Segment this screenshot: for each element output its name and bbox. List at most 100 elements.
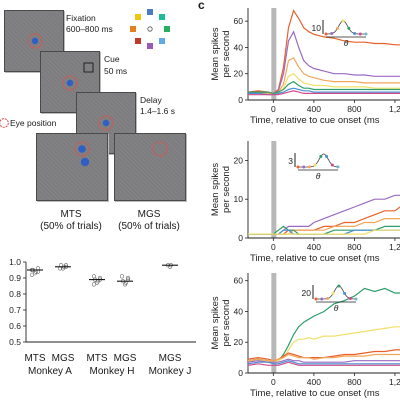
cue-color-palette bbox=[130, 9, 170, 49]
scale-label: 20 bbox=[302, 288, 312, 298]
y-tick-label: 0.8 bbox=[9, 289, 21, 299]
subject-point bbox=[91, 274, 97, 279]
tuning-point bbox=[358, 32, 362, 36]
firing-rate-trace bbox=[247, 353, 400, 362]
x-tick-label: 800 bbox=[347, 104, 361, 114]
tuning-point bbox=[364, 32, 368, 36]
tuning-point bbox=[307, 165, 311, 169]
firing-rate-trace bbox=[248, 194, 400, 235]
mts-subtitle: (50% of trials) bbox=[40, 221, 102, 232]
x-axis-label: Time, relative to cue onset (ms bbox=[250, 388, 380, 399]
tuning-point bbox=[313, 163, 317, 167]
tuning-point bbox=[335, 26, 339, 30]
cue-square bbox=[83, 62, 94, 73]
y-tick-label: 0.5 bbox=[9, 337, 21, 347]
palette-center bbox=[147, 26, 153, 32]
firing-rate-trace bbox=[247, 30, 400, 94]
eye-position-ring bbox=[152, 141, 168, 157]
tuning-point bbox=[320, 297, 324, 301]
theta-label: θ bbox=[316, 171, 321, 181]
tuning-curve bbox=[326, 20, 366, 35]
subject-point bbox=[125, 275, 131, 281]
mgs-screen bbox=[114, 133, 186, 201]
mgs-subtitle: (50% of trials) bbox=[118, 221, 180, 232]
tuning-point bbox=[324, 32, 328, 36]
eye-position-ring bbox=[98, 115, 114, 131]
cue-title: Cue bbox=[104, 54, 120, 64]
tuning-curve-inset: 20 θ bbox=[302, 284, 358, 313]
tuning-point bbox=[325, 297, 329, 301]
y-tick-label: 1.0 bbox=[9, 257, 21, 267]
match-target bbox=[78, 145, 86, 153]
x-tick-label: 0 bbox=[271, 242, 276, 252]
y-tick-label: 40 bbox=[234, 306, 244, 316]
x-tick-label: 400 bbox=[307, 104, 321, 114]
scale-label: 10 bbox=[312, 23, 322, 33]
tuning-curve-inset: 3θ bbox=[288, 153, 340, 181]
eye-position-ring bbox=[27, 33, 43, 49]
y-tick-label: 0 bbox=[238, 233, 243, 243]
scale-label: 3 bbox=[288, 156, 293, 166]
firing-rate-trace bbox=[247, 360, 400, 365]
eye-position-legend-label: Eye position bbox=[10, 118, 57, 128]
y-tick-label: 20 bbox=[234, 337, 244, 347]
y-tick-label: 0.6 bbox=[9, 321, 21, 331]
y-tick-label: 0.9 bbox=[9, 273, 21, 283]
panel-label-c: c bbox=[198, 0, 205, 12]
x-axis-label: Time, relative to cue onset (ms bbox=[250, 115, 380, 125]
trace-panel-3: 0 20 40 60 0 400 800 1,2 Time, relative to cue o… bbox=[210, 273, 400, 399]
tuning-point bbox=[302, 165, 306, 169]
fixation-screen bbox=[4, 10, 64, 72]
y-tick-label: 40 bbox=[234, 42, 244, 52]
x-tick-label: 0 bbox=[271, 104, 276, 114]
acc-monkey-label: Monkey J bbox=[148, 366, 192, 377]
y-axis-label: Mean spikesper second bbox=[210, 163, 232, 217]
delay-title: Delay bbox=[140, 95, 162, 105]
x-tick-label: 400 bbox=[307, 377, 321, 387]
fixation-dot bbox=[66, 79, 74, 87]
tuning-point bbox=[354, 297, 358, 301]
tuning-point bbox=[330, 163, 334, 167]
acc-cond-label: MTS bbox=[86, 353, 108, 364]
firing-rate-trace bbox=[247, 9, 400, 95]
y-tick-label: 0 bbox=[238, 368, 243, 378]
fixation-title: Fixation bbox=[66, 13, 96, 23]
y-tick-label: 60 bbox=[234, 276, 244, 286]
theta-label: θ bbox=[334, 303, 339, 313]
palette-swatch bbox=[135, 14, 141, 20]
x-axis-label: Time, relative to cue onset (ms bbox=[250, 253, 380, 263]
y-tick-label: 20 bbox=[234, 155, 244, 165]
palette-swatch bbox=[164, 26, 170, 32]
delay-duration: 1.4–1.6 s bbox=[140, 106, 175, 116]
firing-rate-trace bbox=[248, 229, 400, 235]
tuning-point bbox=[331, 291, 335, 295]
tuning-point bbox=[314, 297, 318, 301]
palette-swatch bbox=[159, 38, 165, 44]
tuning-point bbox=[341, 19, 345, 23]
firing-rate-trace bbox=[247, 361, 400, 366]
cue-period-bar bbox=[271, 273, 277, 373]
x-tick-label: 1,2 bbox=[389, 104, 400, 114]
palette-swatch bbox=[135, 38, 141, 44]
palette-swatch bbox=[147, 9, 153, 15]
subject-point bbox=[29, 272, 35, 277]
y-axis-label: Mean spikesper second bbox=[210, 296, 232, 350]
y-axis-label: Mean spikesper second bbox=[210, 27, 232, 81]
firing-rate-trace bbox=[248, 326, 400, 363]
x-tick-label: 1,2 bbox=[389, 377, 400, 387]
trace-panel-1: 0 20 40 60 0 400 800 1,2 Time, relative to cue o… bbox=[210, 8, 400, 125]
tuning-point bbox=[348, 297, 352, 301]
tuning-point bbox=[343, 291, 347, 295]
subject-point bbox=[119, 274, 125, 279]
y-tick-label: 20 bbox=[234, 69, 244, 79]
theta-label: θ bbox=[344, 38, 349, 48]
cue-period-bar bbox=[271, 141, 277, 238]
tuning-point bbox=[336, 165, 340, 169]
tuning-point bbox=[319, 154, 323, 158]
firing-rate-trace bbox=[247, 358, 400, 363]
acc-cond-label: MGS bbox=[113, 353, 137, 364]
x-tick-label: 1,2 bbox=[389, 242, 400, 252]
acc-cond-label: MGS bbox=[51, 353, 75, 364]
x-tick-label: 400 bbox=[307, 242, 321, 252]
fixation-duration: 600–800 ms bbox=[66, 24, 113, 34]
